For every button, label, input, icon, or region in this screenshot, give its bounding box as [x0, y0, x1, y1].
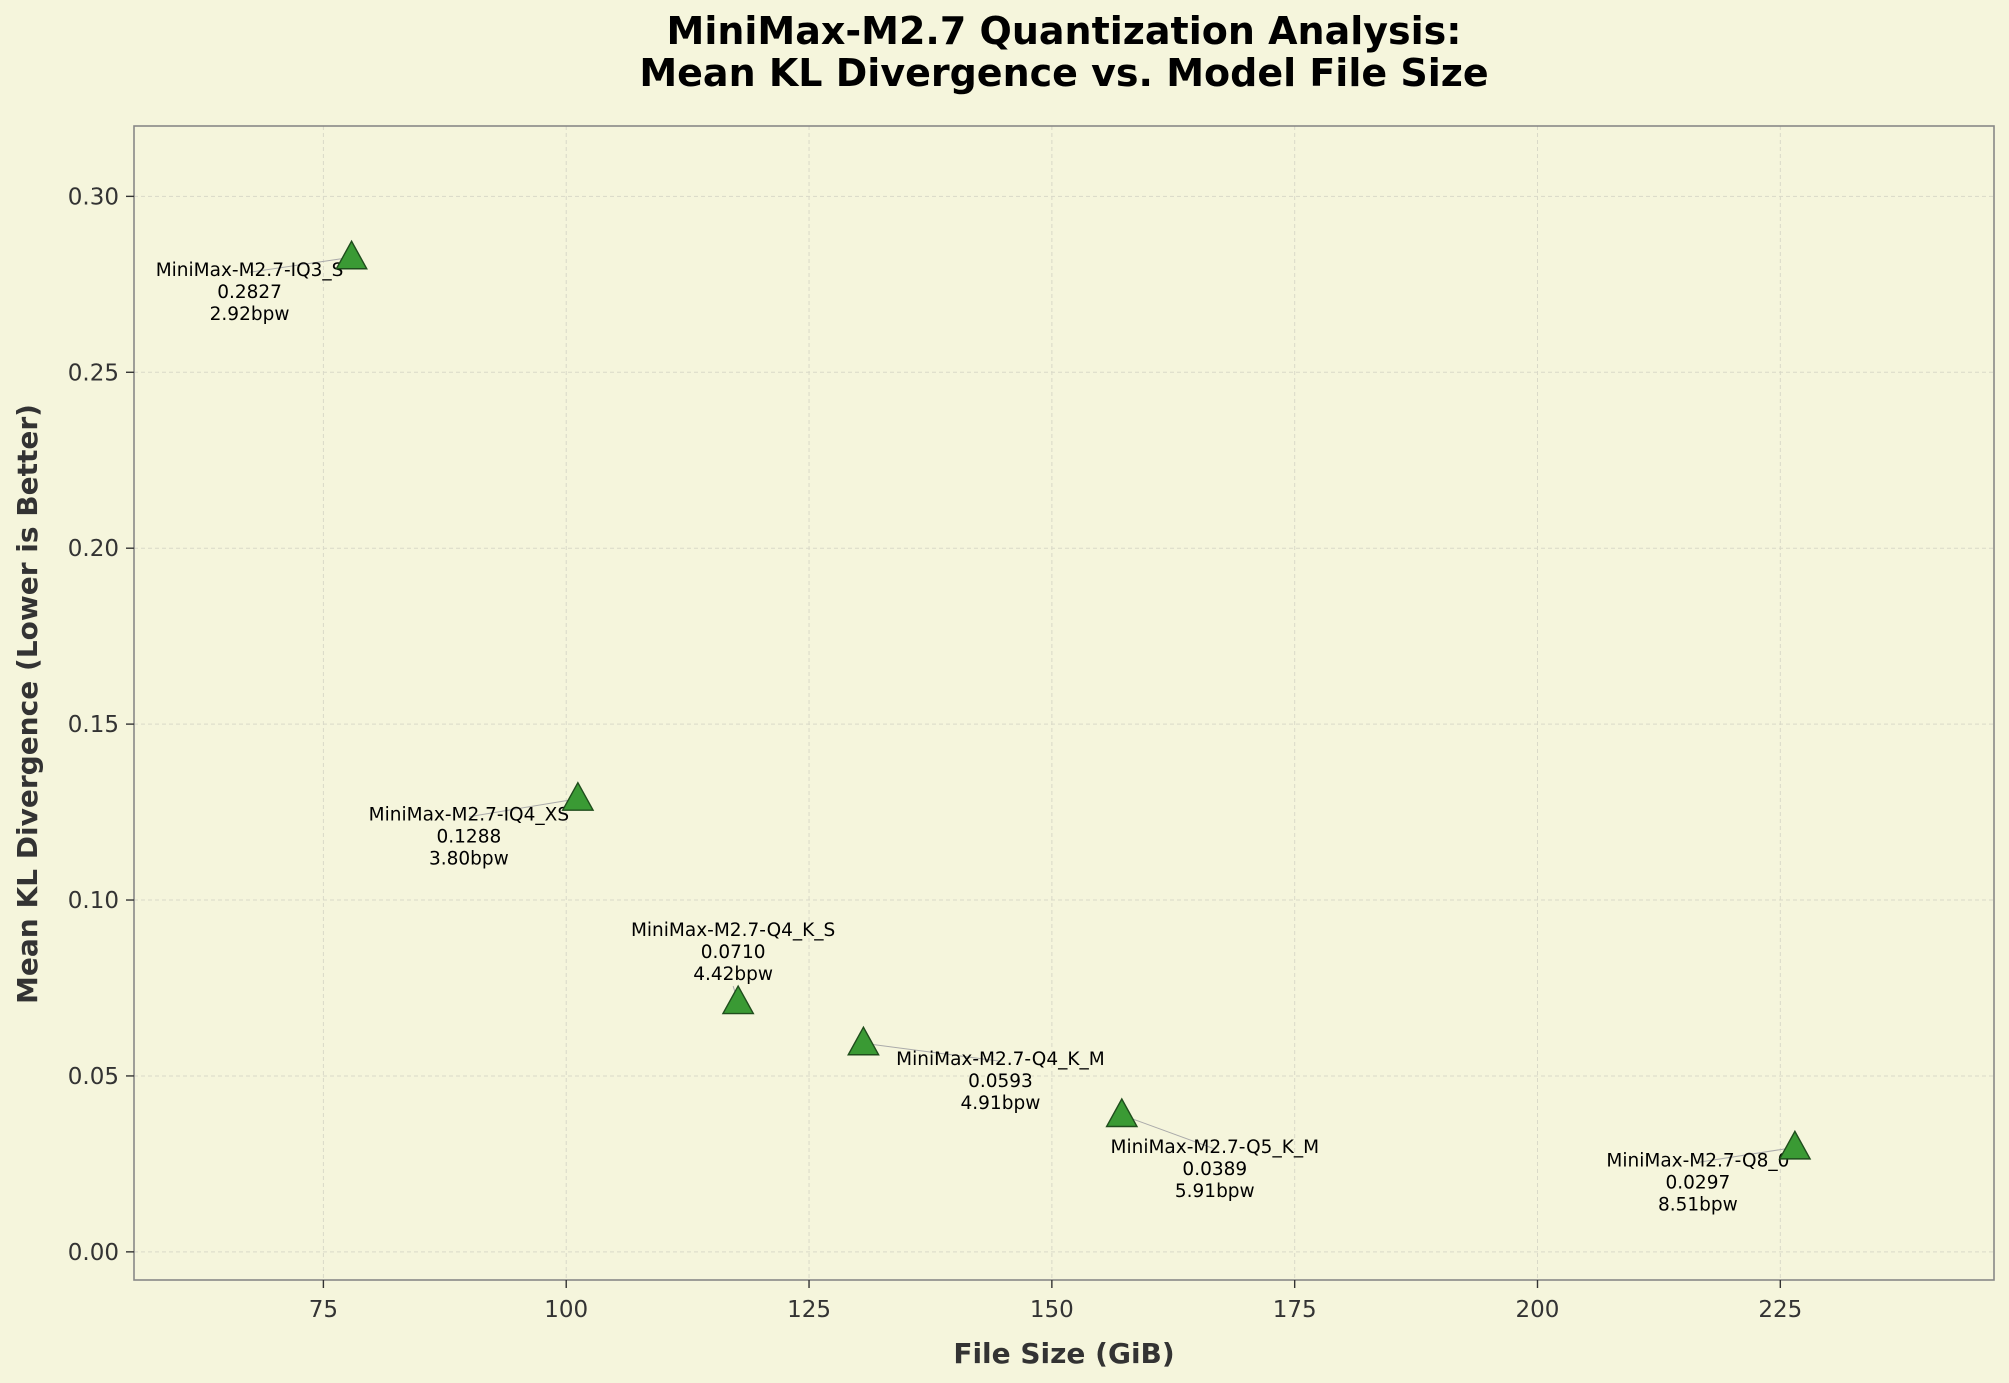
x-tick-label: 125 — [787, 1297, 831, 1323]
annotation-leader-line — [249, 256, 352, 273]
annotation-kl-value: 0.1288 — [437, 827, 502, 848]
annotation-kl-value: 0.2827 — [217, 282, 282, 303]
annotation-model-name: MiniMax-M2.7-Q5_K_M — [1111, 1137, 1320, 1158]
y-tick-label: 0.20 — [68, 536, 119, 562]
data-point-triangle — [561, 781, 595, 811]
annotation-leaders — [249, 256, 1795, 1163]
annotation-leader-line — [1121, 1114, 1215, 1150]
annotation-kl-value: 0.0297 — [1666, 1172, 1731, 1193]
data-point-triangle — [847, 1025, 880, 1056]
y-tick-label: 0.15 — [68, 712, 119, 738]
y-axis-label: Mean KL Divergence (Lower is Better) — [11, 404, 44, 1004]
chart-title-line-2: Mean KL Divergence vs. Model File Size — [639, 51, 1488, 95]
x-tick-label: 200 — [1516, 1297, 1560, 1323]
x-tick-label: 75 — [309, 1297, 338, 1323]
chart-title-line-1: MiniMax-M2.7 Quantization Analysis: — [667, 9, 1462, 53]
plot-area: MiniMax-M2.7-IQ3_S0.28272.92bpwMiniMax-M… — [133, 125, 1995, 1281]
annotation-kl-value: 0.0593 — [968, 1071, 1033, 1092]
annotation-model-name: MiniMax-M2.7-Q4_K_S — [631, 920, 835, 941]
annotation-model-name: MiniMax-M2.7-Q8_0 — [1606, 1150, 1789, 1171]
data-point-triangle — [1778, 1129, 1812, 1160]
x-axis-label: File Size (GiB) — [953, 1337, 1174, 1370]
x-tick-label: 225 — [1758, 1297, 1802, 1323]
plot-background — [134, 126, 1994, 1280]
y-tick-label: 0.05 — [68, 1064, 119, 1090]
y-tick-label: 0.25 — [68, 360, 119, 386]
data-point-triangle — [1105, 1097, 1139, 1128]
y-tick-label: 0.30 — [68, 184, 119, 210]
data-point-triangle — [721, 984, 755, 1015]
x-axis-ticks: 75 100 125 150 175 200 225 — [309, 1280, 1802, 1323]
grid-lines — [134, 126, 1994, 1280]
y-axis-ticks: 0.00 0.05 0.10 0.15 0.20 0.25 0.30 — [68, 184, 134, 1266]
annotation-leader-line — [468, 798, 578, 818]
annotation-bpw-value: 4.42bpw — [693, 964, 773, 985]
annotation-bpw-value: 4.91bpw — [961, 1093, 1041, 1114]
annotation-kl-value: 0.0710 — [701, 942, 766, 963]
annotation-bpw-value: 2.92bpw — [210, 304, 290, 325]
annotation-model-name: MiniMax-M2.7-IQ4_XS — [369, 805, 569, 826]
y-tick-label: 0.10 — [68, 888, 119, 914]
y-tick-label: 0.00 — [68, 1240, 119, 1266]
x-tick-label: 100 — [544, 1297, 588, 1323]
annotation-bpw-value: 5.91bpw — [1175, 1181, 1255, 1202]
annotation-leader-line — [863, 1042, 1001, 1062]
annotation-leader-line — [1697, 1146, 1795, 1163]
x-tick-label: 175 — [1273, 1297, 1317, 1323]
annotation-bpw-value: 8.51bpw — [1658, 1194, 1738, 1215]
data-markers — [335, 239, 1812, 1160]
annotation-kl-value: 0.0389 — [1182, 1159, 1247, 1180]
annotation-bpw-value: 3.80bpw — [429, 849, 509, 870]
plot-frame — [133, 125, 1995, 1281]
data-point-triangle — [335, 239, 368, 270]
annotation-model-name: MiniMax-M2.7-IQ3_S — [156, 260, 344, 281]
annotation-labels: MiniMax-M2.7-IQ3_S0.28272.92bpwMiniMax-M… — [156, 260, 1790, 1215]
annotation-model-name: MiniMax-M2.7-Q4_K_M — [896, 1049, 1105, 1070]
x-tick-label: 150 — [1030, 1297, 1074, 1323]
